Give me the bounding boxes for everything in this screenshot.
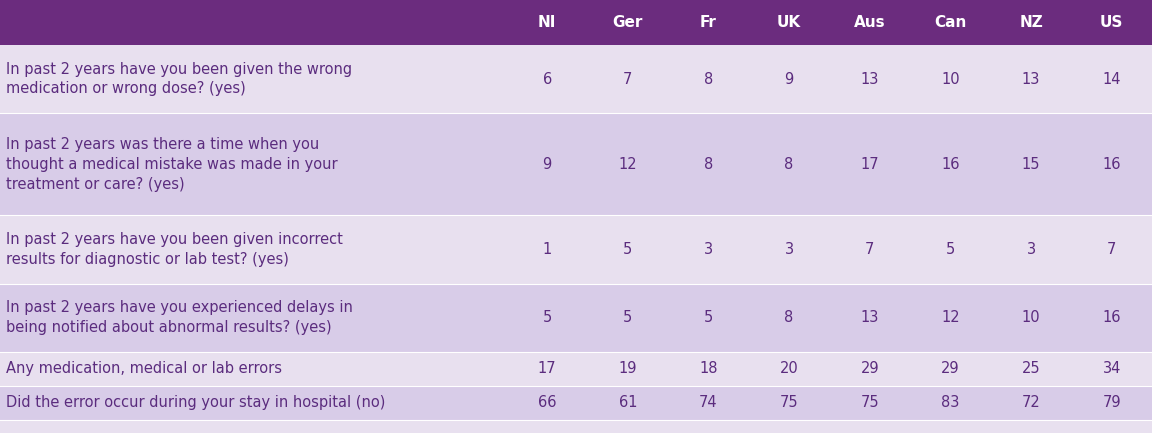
Text: 7: 7: [1107, 242, 1116, 257]
Text: Any medication, medical or lab errors: Any medication, medical or lab errors: [6, 362, 282, 376]
Bar: [0, 386, 1152, 420]
Text: 18: 18: [699, 362, 718, 376]
Bar: [0, 352, 1152, 386]
Text: 17: 17: [538, 362, 556, 376]
Text: 29: 29: [941, 362, 960, 376]
Text: 17: 17: [861, 157, 879, 172]
Text: 75: 75: [861, 395, 879, 410]
Text: 10: 10: [1022, 310, 1040, 325]
Text: 16: 16: [941, 157, 960, 172]
Text: 3: 3: [1026, 242, 1036, 257]
Text: 16: 16: [1102, 157, 1121, 172]
Text: 7: 7: [865, 242, 874, 257]
Bar: [0, 0, 1152, 45]
Text: 9: 9: [543, 157, 552, 172]
Text: 74: 74: [699, 395, 718, 410]
Text: In past 2 years have you experienced delays in
being notified about abnormal res: In past 2 years have you experienced del…: [6, 301, 353, 335]
Text: 16: 16: [1102, 310, 1121, 325]
Text: 14: 14: [1102, 71, 1121, 87]
Text: 8: 8: [704, 71, 713, 87]
Text: 6: 6: [543, 71, 552, 87]
Text: 20: 20: [780, 362, 798, 376]
Text: 13: 13: [861, 71, 879, 87]
Bar: [0, 113, 1152, 216]
Text: 15: 15: [1022, 157, 1040, 172]
Text: 29: 29: [861, 362, 879, 376]
Text: 7: 7: [623, 71, 632, 87]
Text: 10: 10: [941, 71, 960, 87]
Text: 3: 3: [704, 242, 713, 257]
Text: 1: 1: [543, 242, 552, 257]
Text: 75: 75: [780, 395, 798, 410]
Text: 5: 5: [704, 310, 713, 325]
Text: NZ: NZ: [1020, 15, 1043, 30]
Text: 61: 61: [619, 395, 637, 410]
Text: 13: 13: [861, 310, 879, 325]
Text: NI: NI: [538, 15, 556, 30]
Text: US: US: [1100, 15, 1123, 30]
Text: In past 2 years was there a time when you
thought a medical mistake was made in : In past 2 years was there a time when yo…: [6, 137, 338, 192]
Bar: [0, 216, 1152, 284]
Text: Aus: Aus: [854, 15, 886, 30]
Bar: [0, 45, 1152, 113]
Text: 9: 9: [785, 71, 794, 87]
Text: 12: 12: [941, 310, 960, 325]
Text: 8: 8: [785, 310, 794, 325]
Text: In past 2 years have you been given incorrect
results for diagnostic or lab test: In past 2 years have you been given inco…: [6, 232, 342, 267]
Text: 25: 25: [1022, 362, 1040, 376]
Text: 79: 79: [1102, 395, 1121, 410]
Text: 12: 12: [619, 157, 637, 172]
Text: In past 2 years have you been given the wrong
medication or wrong dose? (yes): In past 2 years have you been given the …: [6, 61, 351, 97]
Text: 83: 83: [941, 395, 960, 410]
Text: 5: 5: [623, 310, 632, 325]
Text: 5: 5: [623, 242, 632, 257]
Text: 3: 3: [785, 242, 794, 257]
Text: 5: 5: [946, 242, 955, 257]
Text: 8: 8: [785, 157, 794, 172]
Text: Can: Can: [934, 15, 967, 30]
Text: 8: 8: [704, 157, 713, 172]
Text: 34: 34: [1102, 362, 1121, 376]
Text: 5: 5: [543, 310, 552, 325]
Text: UK: UK: [778, 15, 801, 30]
Text: Fr: Fr: [700, 15, 717, 30]
Text: Did the error occur during your stay in hospital (no): Did the error occur during your stay in …: [6, 395, 385, 410]
Text: 66: 66: [538, 395, 556, 410]
Text: Ger: Ger: [613, 15, 643, 30]
Text: 72: 72: [1022, 395, 1040, 410]
Text: 19: 19: [619, 362, 637, 376]
Text: 13: 13: [1022, 71, 1040, 87]
Bar: [0, 284, 1152, 352]
